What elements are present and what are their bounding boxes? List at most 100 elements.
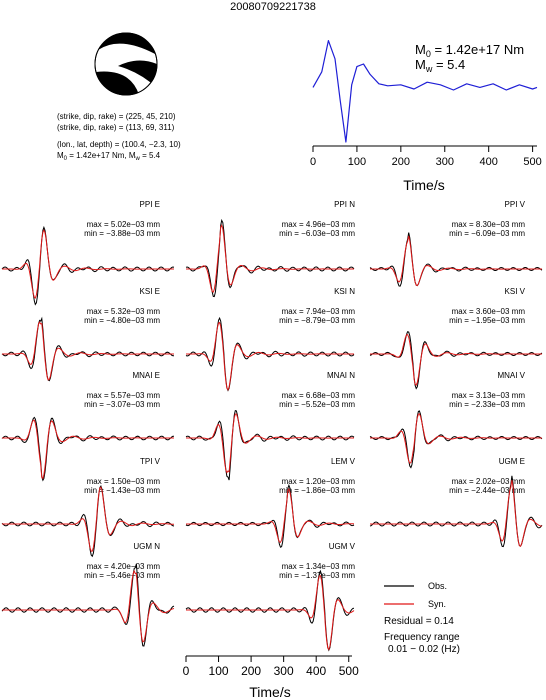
station-min: min = −1.43e−03 mm — [84, 486, 160, 495]
station-name: TPI V — [140, 457, 161, 466]
bottom-tick-label: 300 — [274, 664, 294, 678]
frequency-range-value: 0.01 − 0.02 (Hz) — [388, 644, 460, 655]
station-name: MNAI N — [327, 371, 355, 380]
nodal-plane-2: (strike, dip, rake) = (113, 69, 311) — [57, 123, 175, 132]
station-min: min = −5.52e−03 mm — [279, 400, 355, 409]
station-name: LEM V — [331, 457, 356, 466]
station-max: max = 6.68e−03 mm — [282, 391, 356, 400]
focal-mechanism-beachball — [94, 32, 158, 96]
station-name: PPI N — [334, 200, 355, 209]
station-min: min = −6.03e−03 mm — [279, 229, 355, 238]
station-min: min = −1.86e−03 mm — [279, 486, 355, 495]
stf-x-label: Time/s — [403, 177, 444, 193]
station-min: min = −1.37e−03 mm — [279, 571, 355, 580]
station-name: UGM N — [133, 542, 160, 551]
synthetic-trace — [186, 321, 354, 391]
station-name: KSI E — [140, 287, 160, 296]
bottom-time-axis: 0 100 200 300 400 500 Time/s — [183, 655, 359, 700]
station-name: MNAI V — [497, 371, 525, 380]
nodal-plane-1: (strike, dip, rake) = (225, 45, 210) — [57, 112, 176, 121]
stf-mw-label: Mw = 5.4 — [415, 57, 465, 74]
mechanism-info: (strike, dip, rake) = (225, 45, 210) (st… — [57, 112, 181, 162]
station-name: KSI V — [505, 287, 526, 296]
synthetic-trace — [2, 228, 174, 299]
station-max: max = 7.94e−03 mm — [282, 307, 356, 316]
observed-trace — [1, 416, 175, 482]
stf-panel: 0 100 200 300 400 500 M0 = 1.42e+17 Nm Mw = 5… — [310, 40, 542, 193]
synthetic-trace — [2, 569, 175, 643]
bottom-tick-label: 400 — [306, 664, 326, 678]
stf-tick-label: 500 — [523, 156, 541, 168]
station-max: max = 1.50e−03 mm — [87, 477, 161, 486]
frequency-range-title: Frequency range — [384, 632, 460, 643]
stf-x-ticks: 0 100 200 300 400 500 — [310, 146, 542, 168]
station-min: min = −2.33e−03 mm — [449, 400, 525, 409]
synthetic-trace — [370, 334, 542, 386]
bottom-x-label: Time/s — [249, 684, 290, 700]
stf-tick-label: 400 — [480, 156, 498, 168]
station-name: KSI N — [334, 287, 355, 296]
synthetic-trace — [186, 413, 354, 474]
legend-syn-label: Syn. — [428, 599, 446, 609]
observed-trace — [1, 316, 174, 382]
station-min: min = −8.79e−03 mm — [279, 316, 355, 325]
synthetic-trace — [186, 575, 355, 651]
station-min: min = −5.46e−03 mm — [84, 571, 160, 580]
synthetic-trace — [2, 419, 174, 480]
observed-trace — [1, 225, 175, 306]
stf-tick-label: 0 — [310, 156, 316, 168]
stf-tick-label: 200 — [392, 156, 410, 168]
station-max: max = 1.34e−03 mm — [282, 562, 356, 571]
observed-trace — [1, 484, 175, 558]
station-max: max = 4.20e−03 mm — [87, 562, 161, 571]
station-name: PPI E — [140, 200, 160, 209]
station-min: min = −3.88e−03 mm — [84, 229, 160, 238]
observed-trace — [185, 409, 355, 481]
synthetic-trace — [370, 413, 542, 464]
stf-tick-label: 100 — [348, 156, 366, 168]
figure-title: 20080709221738 — [230, 1, 316, 13]
station-name: UGM V — [329, 542, 356, 551]
observed-trace — [185, 569, 355, 652]
location-depth: (lon., lat, depth) = (100.4, −2.3, 10) — [57, 140, 181, 149]
residual-label: Residual = 0.14 — [384, 616, 454, 627]
station-max: max = 1.20e−03 mm — [282, 477, 356, 486]
synthetic-trace — [2, 321, 174, 381]
stf-tick-label: 300 — [436, 156, 454, 168]
station-min: min = −2.44e−03 mm — [449, 486, 525, 495]
station-max: max = 3.60e−03 mm — [452, 307, 526, 316]
station-min: min = −1.95e−03 mm — [449, 316, 525, 325]
station-name: MNAI E — [132, 371, 160, 380]
station-max: max = 2.02e−03 mm — [452, 477, 526, 486]
observed-trace — [369, 410, 543, 469]
synthetic-trace — [370, 480, 543, 547]
station-max: max = 5.32e−03 mm — [87, 307, 161, 316]
legend: Obs. Syn. — [384, 581, 447, 609]
synthetic-trace — [370, 235, 542, 287]
observed-trace — [369, 232, 543, 287]
station-min: min = −3.07e−03 mm — [84, 400, 160, 409]
moment-magnitude: M0 = 1.42e+17 Nm, Mw = 5.4 — [57, 151, 161, 162]
station-name: UGM E — [499, 457, 525, 466]
observed-trace — [1, 563, 175, 647]
station-max: max = 8.30e−03 mm — [452, 220, 526, 229]
synthetic-trace — [2, 486, 174, 552]
station-max: max = 3.13e−03 mm — [452, 391, 526, 400]
station-min: min = −6.09e−03 mm — [449, 229, 525, 238]
station-max: max = 5.02e−03 mm — [87, 220, 161, 229]
synthetic-trace — [186, 224, 354, 293]
